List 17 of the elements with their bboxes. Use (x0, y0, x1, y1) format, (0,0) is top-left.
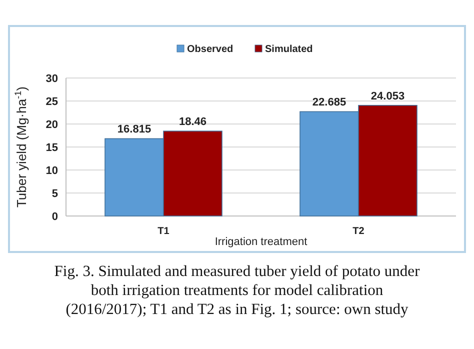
legend-label: Simulated (265, 44, 313, 55)
y-tick-label: 0 (52, 211, 58, 223)
data-label: 22.685 (312, 96, 346, 109)
y-tick-label: 15 (46, 142, 58, 154)
x-axis-title: Irrigation treatment (214, 236, 308, 248)
y-tick-label: 25 (46, 96, 58, 108)
data-label: 24.053 (370, 90, 405, 102)
y-tick-label: 30 (46, 73, 58, 85)
data-label: 16.815 (117, 124, 152, 136)
x-tick-label: T1 (158, 226, 170, 237)
y-tick-label: 5 (52, 188, 58, 200)
y-tick-label: 10 (46, 165, 58, 177)
x-tick-label: T2 (352, 226, 365, 237)
legend-label: Observed (187, 44, 234, 55)
y-tick-label: 20 (46, 119, 58, 131)
caption: Fig. 3. Simulated and measured tuber yield of potato under both irrigation treatments for model calibration (2016/2017); T1 and T2 as in Fig. 1; source: own study (54, 263, 421, 318)
data-label: 18.46 (178, 116, 207, 128)
